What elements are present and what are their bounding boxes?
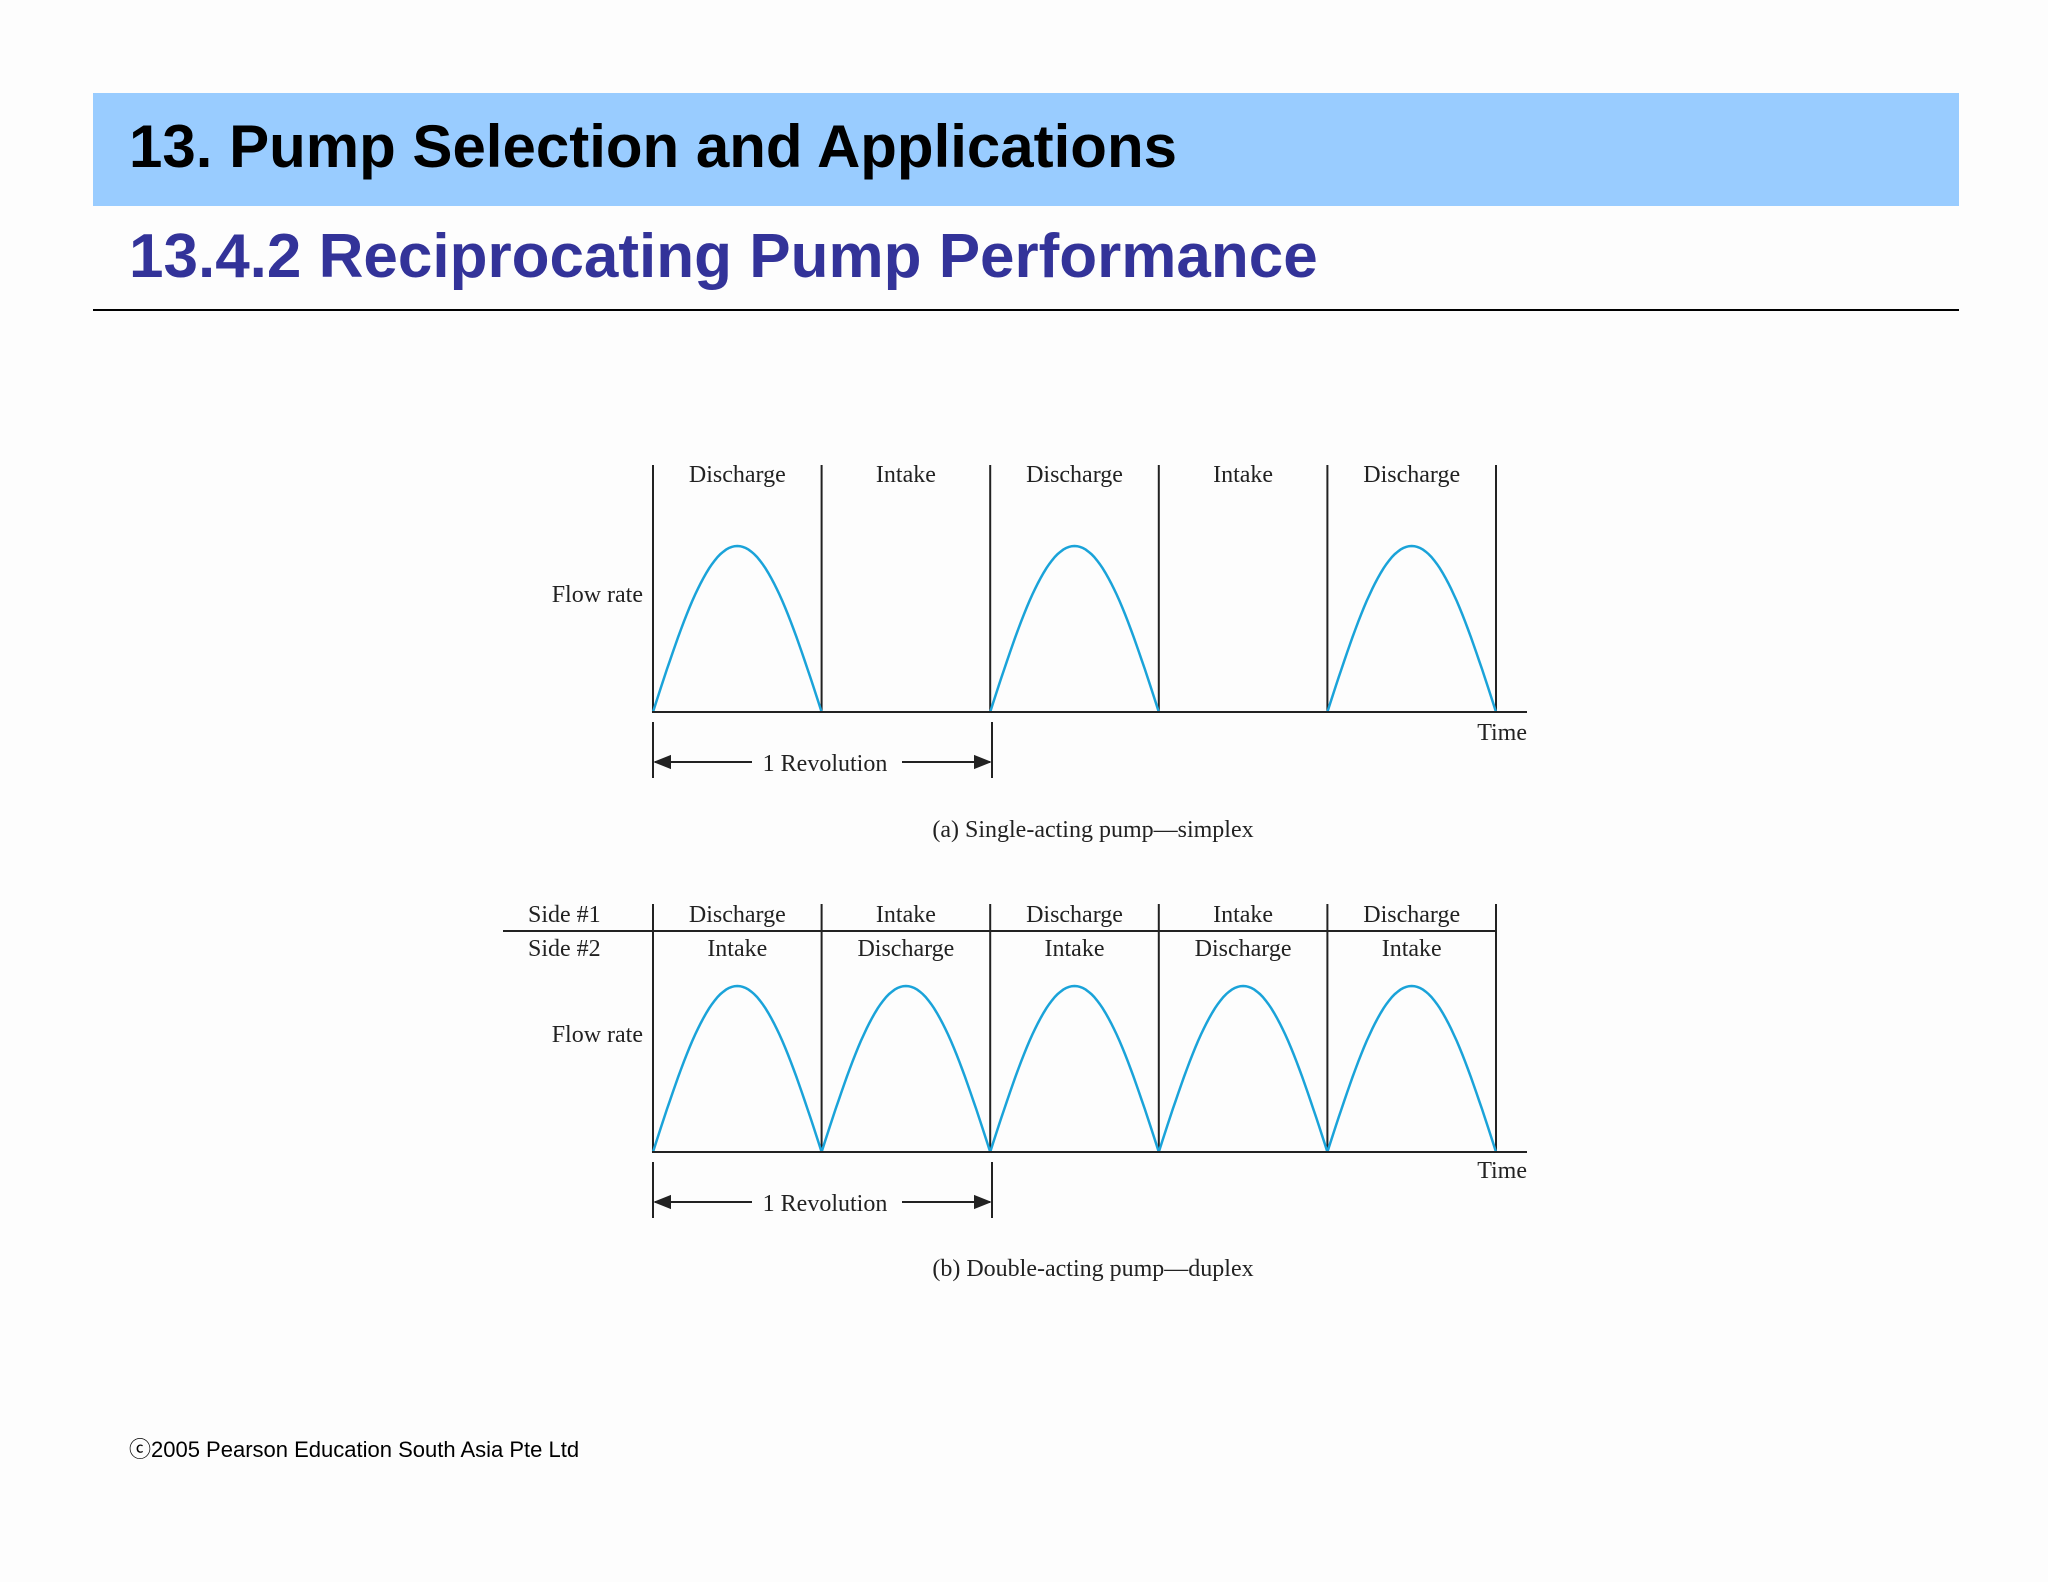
diagram-a-revolution-label: 1 Revolution xyxy=(763,751,888,777)
b-stroke-label: Discharge xyxy=(1026,902,1123,928)
a-stroke-label: Intake xyxy=(1213,462,1273,488)
slide-subtitle: 13.4.2 Reciprocating Pump Performance xyxy=(129,222,1318,291)
a-stroke-label: Discharge xyxy=(1026,462,1123,488)
b-stroke-label: Discharge xyxy=(689,902,786,928)
b-flow-curve-4 xyxy=(1326,984,1498,1153)
b-stroke-label: Intake xyxy=(1213,902,1273,928)
a-stroke-label: Intake xyxy=(876,462,936,488)
b-flow-curve-2 xyxy=(989,984,1160,1153)
b-flow-curve-3 xyxy=(1157,984,1329,1153)
b-stroke-label: Discharge xyxy=(1363,902,1460,928)
diagram-b-flow-curves xyxy=(651,984,1498,1153)
diagram-a-dividers xyxy=(652,465,1497,712)
b-stroke-label: Intake xyxy=(1382,936,1442,962)
diagram-a-stroke-labels: Discharge Intake Discharge Intake Discharge xyxy=(689,462,1460,488)
copyright-footer: ⓒ2005 Pearson Education South Asia Pte L… xyxy=(129,1437,580,1462)
diagram-b-y-label: Flow rate xyxy=(552,1022,643,1048)
slide-title: 13. Pump Selection and Applications xyxy=(129,113,1177,180)
diagram-a-y-label: Flow rate xyxy=(552,582,643,608)
diagram-a-caption: (a) Single-acting pump—simplex xyxy=(932,817,1253,843)
a-stroke-label: Discharge xyxy=(1363,462,1460,488)
a-flow-curve-2 xyxy=(989,544,1160,713)
a-stroke-label: Discharge xyxy=(689,462,786,488)
title-bar: 13. Pump Selection and Applications xyxy=(93,93,1959,206)
diagram-b-dividers xyxy=(652,904,1497,1152)
b-flow-curve-0 xyxy=(651,984,823,1153)
diagram-b-side2-label: Side #2 xyxy=(528,936,601,962)
b-stroke-label: Intake xyxy=(1045,936,1105,962)
diagram-b-double-acting: Side #1 Side #2 Discharge Intake Discharge… xyxy=(503,902,1527,1282)
b-stroke-label: Discharge xyxy=(857,936,954,962)
diagram-b-revolution-label: 1 Revolution xyxy=(763,1191,888,1217)
b-flow-curve-1 xyxy=(820,984,992,1153)
diagram-a-single-acting: Discharge Intake Discharge Intake Discharge … xyxy=(552,462,1527,843)
diagram-b-stroke-labels: Discharge Intake Discharge Intake Discharge I… xyxy=(689,902,1460,962)
diagram-a-flow-curves xyxy=(651,544,1498,713)
b-stroke-label: Intake xyxy=(876,902,936,928)
diagram-b-caption: (b) Double-acting pump—duplex xyxy=(932,1256,1253,1282)
diagram-b-side1-label: Side #1 xyxy=(528,902,601,928)
diagram-a-x-label: Time xyxy=(1477,720,1527,746)
diagram-b-x-label: Time xyxy=(1477,1158,1527,1184)
a-flow-curve-4 xyxy=(1326,544,1498,713)
a-flow-curve-0 xyxy=(651,544,823,713)
b-stroke-label: Discharge xyxy=(1195,936,1292,962)
header-divider xyxy=(93,309,1959,311)
b-stroke-label: Intake xyxy=(707,936,767,962)
